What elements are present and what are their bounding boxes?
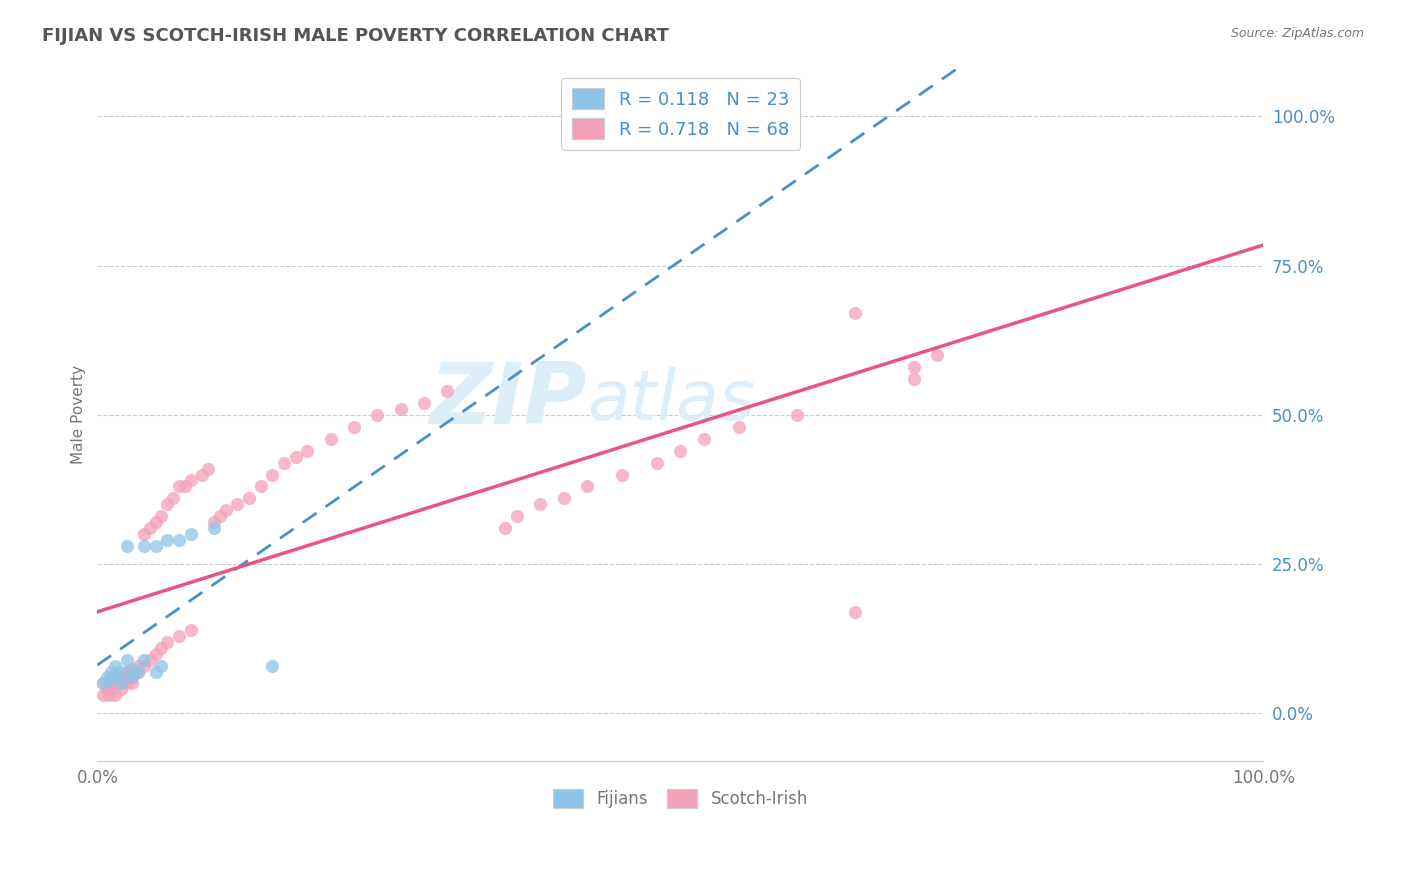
Point bbox=[110, 676, 132, 690]
Point bbox=[150, 640, 173, 655]
Point bbox=[150, 509, 173, 524]
Point bbox=[191, 467, 214, 482]
Point bbox=[91, 689, 114, 703]
Point bbox=[506, 509, 529, 524]
Point bbox=[96, 682, 118, 697]
Legend: Fijians, Scotch-Irish: Fijians, Scotch-Irish bbox=[546, 782, 815, 815]
Point bbox=[96, 671, 118, 685]
Point bbox=[110, 671, 132, 685]
Point bbox=[98, 689, 121, 703]
Point bbox=[262, 658, 284, 673]
Point bbox=[238, 491, 260, 506]
Point bbox=[180, 623, 202, 637]
Point bbox=[786, 408, 808, 422]
Point bbox=[645, 456, 668, 470]
Point bbox=[127, 665, 149, 679]
Point bbox=[903, 372, 925, 386]
Text: FIJIAN VS SCOTCH-IRISH MALE POVERTY CORRELATION CHART: FIJIAN VS SCOTCH-IRISH MALE POVERTY CORR… bbox=[42, 27, 669, 45]
Point bbox=[208, 509, 231, 524]
Point bbox=[132, 652, 155, 666]
Point bbox=[180, 527, 202, 541]
Point bbox=[115, 652, 138, 666]
Point bbox=[529, 497, 551, 511]
Point bbox=[576, 479, 599, 493]
Point bbox=[100, 665, 122, 679]
Point bbox=[104, 689, 127, 703]
Point bbox=[693, 432, 716, 446]
Point bbox=[262, 467, 284, 482]
Point bbox=[156, 533, 179, 548]
Point bbox=[202, 521, 225, 535]
Y-axis label: Male Poverty: Male Poverty bbox=[72, 365, 86, 465]
Point bbox=[121, 671, 143, 685]
Point bbox=[132, 539, 155, 553]
Point bbox=[297, 443, 319, 458]
Point bbox=[610, 467, 633, 482]
Point bbox=[150, 658, 173, 673]
Point bbox=[115, 676, 138, 690]
Point bbox=[115, 665, 138, 679]
Point bbox=[132, 658, 155, 673]
Point bbox=[127, 658, 149, 673]
Point bbox=[115, 539, 138, 553]
Point bbox=[104, 676, 127, 690]
Text: atlas: atlas bbox=[588, 368, 755, 434]
Point bbox=[727, 419, 749, 434]
Point bbox=[145, 515, 167, 529]
Point bbox=[366, 408, 388, 422]
Point bbox=[197, 461, 219, 475]
Point bbox=[110, 682, 132, 697]
Point bbox=[167, 629, 190, 643]
Point bbox=[436, 384, 458, 398]
Point bbox=[104, 658, 127, 673]
Point bbox=[98, 676, 121, 690]
Point bbox=[139, 652, 162, 666]
Point bbox=[319, 432, 342, 446]
Text: ZIP: ZIP bbox=[429, 359, 588, 442]
Point bbox=[121, 671, 143, 685]
Point bbox=[145, 539, 167, 553]
Point bbox=[669, 443, 692, 458]
Point bbox=[173, 479, 195, 493]
Point bbox=[104, 671, 127, 685]
Point bbox=[100, 682, 122, 697]
Point bbox=[110, 676, 132, 690]
Point bbox=[132, 527, 155, 541]
Point bbox=[202, 515, 225, 529]
Point bbox=[156, 497, 179, 511]
Point bbox=[139, 521, 162, 535]
Point bbox=[553, 491, 575, 506]
Point bbox=[110, 665, 132, 679]
Point bbox=[127, 665, 149, 679]
Point bbox=[167, 479, 190, 493]
Point bbox=[162, 491, 184, 506]
Point bbox=[145, 647, 167, 661]
Point bbox=[226, 497, 249, 511]
Point bbox=[903, 359, 925, 374]
Point bbox=[412, 396, 434, 410]
Point bbox=[273, 456, 295, 470]
Point bbox=[121, 661, 143, 675]
Point bbox=[389, 401, 412, 416]
Point bbox=[343, 419, 366, 434]
Point bbox=[214, 503, 236, 517]
Point bbox=[249, 479, 271, 493]
Point bbox=[91, 676, 114, 690]
Point bbox=[156, 634, 179, 648]
Point bbox=[180, 474, 202, 488]
Point bbox=[121, 665, 143, 679]
Point bbox=[91, 676, 114, 690]
Point bbox=[925, 348, 948, 362]
Text: Source: ZipAtlas.com: Source: ZipAtlas.com bbox=[1230, 27, 1364, 40]
Point bbox=[167, 533, 190, 548]
Point bbox=[844, 306, 866, 320]
Point bbox=[98, 673, 121, 688]
Point bbox=[121, 676, 143, 690]
Point bbox=[284, 450, 307, 464]
Point bbox=[495, 521, 517, 535]
Point bbox=[145, 665, 167, 679]
Point bbox=[844, 605, 866, 619]
